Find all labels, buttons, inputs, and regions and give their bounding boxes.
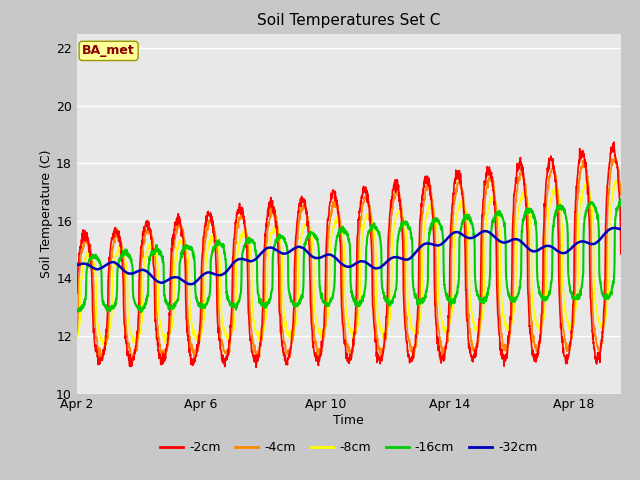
Text: BA_met: BA_met: [82, 44, 135, 58]
Title: Soil Temperatures Set C: Soil Temperatures Set C: [257, 13, 440, 28]
X-axis label: Time: Time: [333, 414, 364, 427]
Y-axis label: Soil Temperature (C): Soil Temperature (C): [40, 149, 53, 278]
Legend: -2cm, -4cm, -8cm, -16cm, -32cm: -2cm, -4cm, -8cm, -16cm, -32cm: [156, 436, 542, 459]
